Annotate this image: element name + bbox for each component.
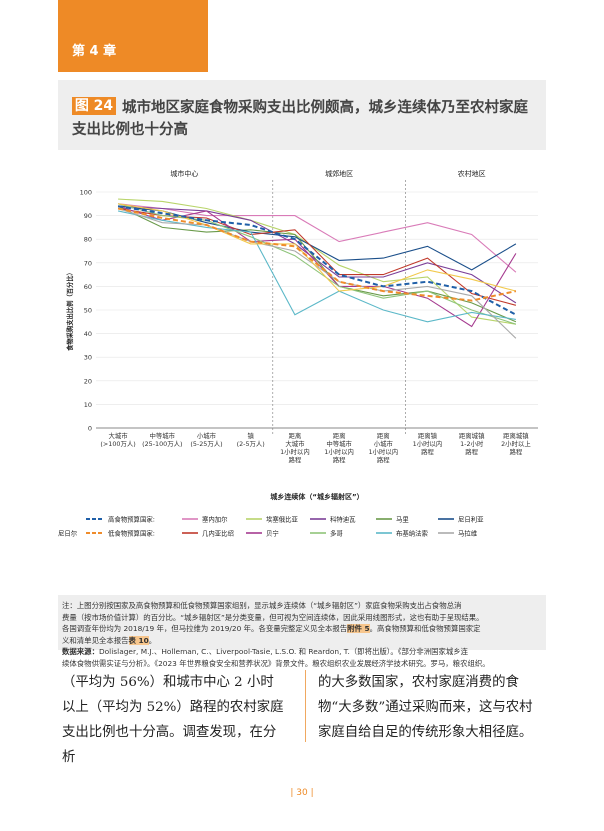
table-link[interactable]: 表 10 (128, 635, 149, 645)
legend-label: 尼日利亚 (458, 514, 484, 523)
note-line-2: 费量（按市场价值计算）的百分比。“城乡辐射区”是分类变量，但可视为空间连续体，因… (62, 612, 484, 622)
legend-label: 马拉维 (458, 528, 478, 537)
series-line (117, 207, 517, 302)
x-tick-label: 中等城市(25-100万人) (142, 431, 182, 448)
y-tick-label: 60 (84, 283, 92, 291)
chapter-tab: 第 4 章 (58, 0, 208, 72)
series-line (118, 203, 517, 292)
legend-label: 马里 (396, 515, 409, 523)
y-tick-label: 70 (84, 259, 92, 267)
x-tick-label: 镇(2-5万人) (237, 431, 265, 448)
note-line-1: 注：上图分别按国家及高食物预算和低食物预算国家组别，显示城乡连续体（“城乡辐射区… (62, 601, 462, 610)
y-tick-label: 0 (88, 425, 92, 433)
x-axis-label: 城乡连续体（“城乡辐射区”） (270, 492, 363, 501)
note-line-4: 义和清单见全本报告表 10。 (62, 635, 542, 647)
legend-label: 科特迪瓦 (330, 514, 356, 523)
annex-link[interactable]: 附件 5 (347, 624, 370, 633)
x-tick-label: 距离大城市 1小时以内路程 (280, 431, 310, 464)
legend-label: 低食物预算国家: (108, 528, 155, 537)
y-axis-label: 食物采购支出比例（百分比） (65, 269, 74, 352)
group-heading: 农村地区 (458, 169, 486, 178)
x-tick-label: 距离镇 1小时以内路程 (413, 431, 443, 456)
note-text: 义和清单见全本报告 (62, 635, 129, 645)
column-divider (305, 670, 306, 742)
legend-label: 高食物预算国家: (108, 514, 155, 523)
y-tick-label: 30 (84, 354, 92, 362)
y-tick-label: 80 (84, 236, 92, 244)
x-tick-label: 距离城镇 1-2小时路程 (459, 431, 485, 456)
note-text: 。 (148, 635, 157, 645)
y-tick-label: 90 (84, 212, 92, 220)
legend-label: 多哥 (330, 528, 343, 537)
chapter-label: 第 4 章 (72, 44, 117, 59)
legend-label: 尼日尔 (58, 528, 78, 537)
body-text-left: （平均为 56%）和城市中心 2 小时以上（平均为 52%）路程的农村家庭支出比… (62, 675, 284, 765)
x-tick-label: 大城市(>100万人) (100, 431, 135, 448)
x-tick-label: 距离中等城市 1小时以内路程 (324, 431, 354, 464)
source-label: 数据来源： (62, 647, 99, 656)
series-line (118, 203, 517, 273)
y-tick-label: 10 (84, 401, 92, 409)
legend-label: 塞内加尔 (202, 514, 228, 523)
y-tick-label: 100 (80, 189, 92, 197)
page-number: | 30 | (290, 788, 314, 798)
figure-header: 城市地区家庭食物采购支出比例颇高，城乡连续体乃至农村家庭支出比例也十分高 图 2… (58, 80, 546, 150)
note-text: 。高食物预算和低食物预算国家定 (369, 624, 481, 633)
chart-area: 0 10 20 30 40 50 60 70 80 90 100 城市中心 城郊地区 农村地区食物采购支出… (58, 150, 546, 595)
x-tick-label: 距离小城市 1小时以内路程 (368, 431, 398, 464)
figure-number: 图 24 (72, 97, 116, 115)
note-line-3: 各国调查年份均为 2018/19 年，但马拉维为 2019/20 年。各变量完整… (62, 623, 542, 635)
legend-label: 埃塞俄比亚 (266, 514, 299, 523)
series-line (117, 205, 517, 316)
source-line-2: 续体食物供需实证与分析》。《2023 年世界粮食安全和营养状况》背景文件。粮农组… (62, 658, 490, 668)
line-chart: 0 10 20 30 40 50 60 70 80 90 100 城市中心 城郊地区 农村地区食物采购支出… (58, 169, 538, 537)
source-line-1: 数据来源：Dolislager, M.J.、Holleman, C.、Liver… (62, 646, 542, 658)
series-line (117, 207, 517, 339)
legend-label: 布基纳法索 (396, 528, 428, 537)
note-text: 各国调查年份均为 2018/19 年，但马拉维为 2019/20 年。各变量完整… (62, 624, 348, 633)
figure-box: 城市地区家庭食物采购支出比例颇高，城乡连续体乃至农村家庭支出比例也十分高 图 2… (58, 80, 546, 668)
figure-title: 城市地区家庭食物采购支出比例颇高，城乡连续体乃至农村家庭支出比例也十分高 (72, 100, 528, 138)
x-tick-label: 距离城镇 2小时以上路程 (501, 431, 531, 456)
figure-note: 注：上图分别按国家及高食物预算和低食物预算国家组别，显示城乡连续体（“城乡辐射区… (62, 600, 542, 669)
y-tick-label: 50 (84, 307, 92, 315)
body-text-right: 的大多数国家，农村家庭消费的食物“大多数”通过采购而来，这与农村家庭自给自足的传… (318, 675, 533, 740)
y-tick-label: 20 (84, 377, 92, 385)
x-tick-label: 小城市(5-25万人) (190, 431, 222, 448)
legend-label: 几内亚比绍 (202, 528, 234, 537)
series-line (117, 205, 517, 323)
legend-label: 贝宁 (266, 528, 279, 537)
group-heading: 城郊地区 (325, 169, 353, 178)
source-text: Dolislager, M.J.、Holleman, C.、Liverpool-… (98, 647, 469, 656)
y-tick-label: 40 (84, 330, 92, 338)
group-heading: 城市中心 (170, 169, 198, 178)
